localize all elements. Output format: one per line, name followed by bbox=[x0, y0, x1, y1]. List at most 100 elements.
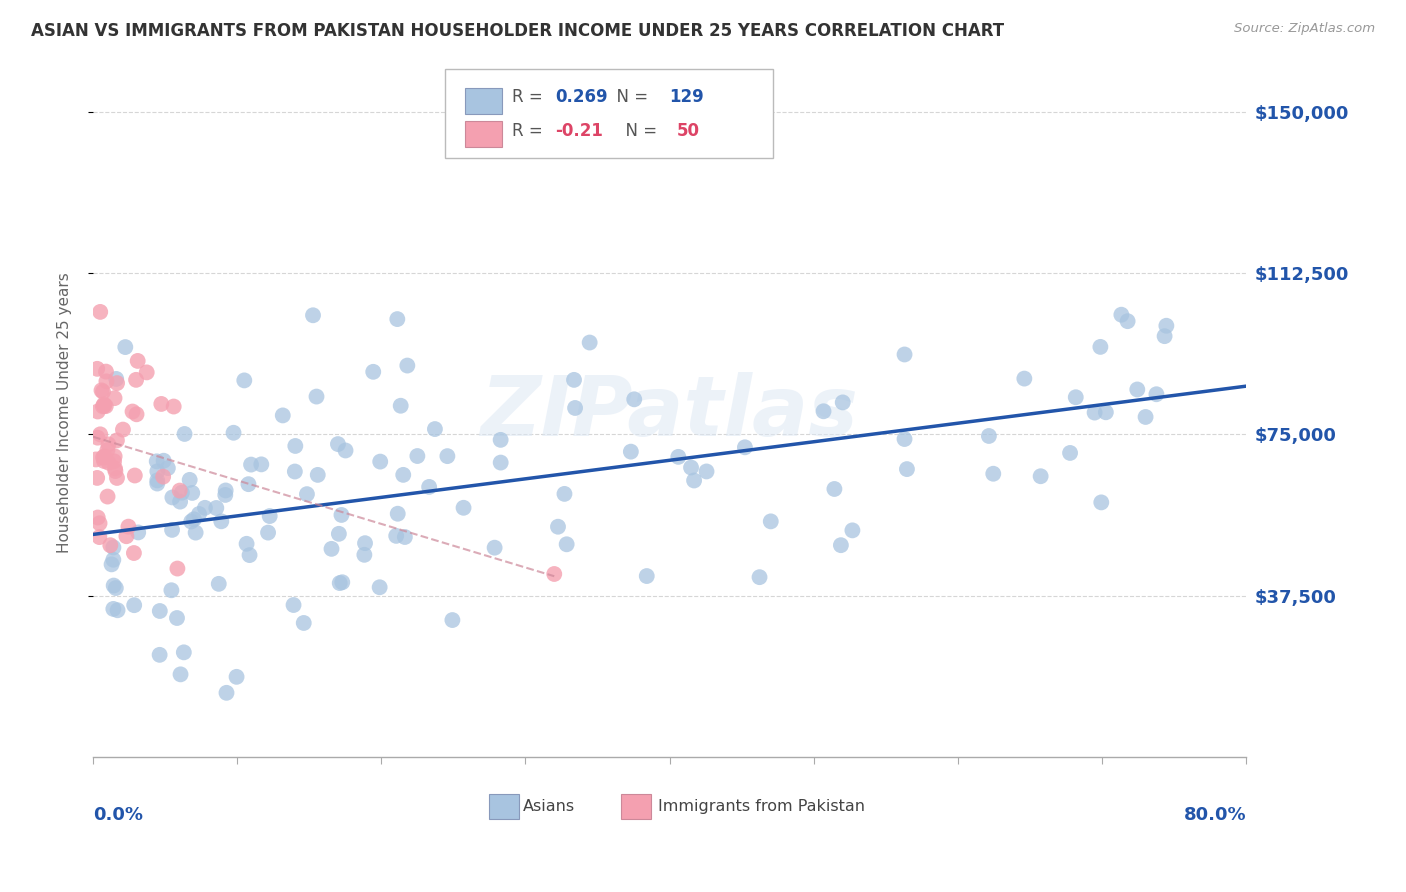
Point bbox=[1014, 371, 1036, 385]
Point bbox=[250, 458, 273, 472]
Point bbox=[96, 375, 118, 389]
Point bbox=[893, 432, 915, 446]
Point bbox=[330, 575, 353, 590]
Point bbox=[115, 529, 138, 543]
Text: Asians: Asians bbox=[523, 799, 575, 814]
Point bbox=[564, 401, 586, 415]
Point bbox=[1153, 329, 1175, 343]
Point bbox=[1156, 318, 1178, 333]
Point bbox=[183, 512, 205, 526]
Point bbox=[97, 490, 120, 504]
Point bbox=[105, 434, 128, 448]
Point bbox=[387, 312, 409, 326]
Point bbox=[683, 474, 706, 488]
Point bbox=[214, 483, 236, 498]
Point bbox=[389, 399, 412, 413]
Point bbox=[257, 525, 280, 540]
Point bbox=[146, 476, 169, 491]
Point bbox=[94, 365, 117, 379]
Point bbox=[91, 400, 114, 414]
Point bbox=[562, 373, 585, 387]
Point bbox=[759, 514, 782, 528]
Point bbox=[124, 468, 146, 483]
Point bbox=[150, 397, 173, 411]
Point bbox=[105, 372, 128, 386]
Point bbox=[149, 648, 172, 662]
Point bbox=[103, 578, 125, 592]
Point bbox=[194, 500, 217, 515]
Point bbox=[238, 548, 260, 562]
Point bbox=[1090, 340, 1112, 354]
Point bbox=[1084, 406, 1107, 420]
Text: 50: 50 bbox=[676, 121, 699, 140]
Point bbox=[981, 467, 1004, 481]
Point bbox=[105, 471, 128, 485]
Point bbox=[484, 541, 506, 555]
Text: N =: N = bbox=[616, 121, 662, 140]
Point bbox=[149, 604, 172, 618]
Point bbox=[135, 365, 157, 379]
Point bbox=[307, 467, 329, 482]
Point bbox=[392, 467, 415, 482]
FancyBboxPatch shape bbox=[621, 794, 651, 819]
Text: -0.21: -0.21 bbox=[555, 121, 603, 140]
Point bbox=[166, 561, 188, 575]
Point bbox=[636, 569, 658, 583]
Point bbox=[283, 598, 305, 612]
Point bbox=[335, 443, 357, 458]
Point bbox=[122, 598, 145, 612]
Point bbox=[169, 483, 191, 498]
Point bbox=[103, 391, 125, 405]
Point bbox=[100, 558, 122, 572]
Text: R =: R = bbox=[512, 121, 547, 140]
Point bbox=[259, 509, 281, 524]
Point bbox=[368, 580, 391, 594]
Point bbox=[94, 399, 117, 413]
Point bbox=[305, 390, 328, 404]
Point bbox=[328, 526, 350, 541]
Point bbox=[97, 437, 120, 451]
Point bbox=[184, 525, 207, 540]
Point bbox=[86, 431, 108, 445]
FancyBboxPatch shape bbox=[465, 121, 502, 147]
Text: ZIPatlas: ZIPatlas bbox=[481, 373, 859, 453]
Point bbox=[173, 645, 195, 659]
Point bbox=[90, 384, 112, 398]
Point bbox=[127, 354, 149, 368]
Point bbox=[813, 404, 835, 418]
Point bbox=[436, 449, 458, 463]
Point bbox=[620, 444, 643, 458]
Point bbox=[418, 480, 440, 494]
Point bbox=[841, 524, 863, 538]
Point bbox=[188, 507, 211, 521]
FancyBboxPatch shape bbox=[465, 88, 502, 114]
Point bbox=[146, 464, 169, 478]
Point bbox=[114, 340, 136, 354]
Point bbox=[831, 395, 853, 409]
Point bbox=[423, 422, 446, 436]
Point bbox=[489, 456, 512, 470]
Point bbox=[748, 570, 770, 584]
Point bbox=[105, 376, 128, 390]
Point bbox=[823, 482, 845, 496]
Point bbox=[173, 426, 195, 441]
Point bbox=[896, 462, 918, 476]
Point bbox=[84, 452, 107, 467]
Point bbox=[1029, 469, 1052, 483]
Point bbox=[623, 392, 645, 407]
Point bbox=[543, 566, 565, 581]
Point bbox=[103, 454, 125, 468]
Point bbox=[361, 365, 384, 379]
Point bbox=[734, 440, 756, 454]
Point bbox=[326, 437, 349, 451]
Point bbox=[117, 519, 139, 533]
Point bbox=[93, 399, 115, 413]
Y-axis label: Householder Income Under 25 years: Householder Income Under 25 years bbox=[58, 273, 72, 553]
Point bbox=[387, 507, 409, 521]
FancyBboxPatch shape bbox=[488, 794, 519, 819]
Point bbox=[284, 439, 307, 453]
FancyBboxPatch shape bbox=[444, 69, 773, 158]
Point bbox=[93, 397, 115, 411]
Point bbox=[98, 538, 121, 552]
Text: 0.0%: 0.0% bbox=[93, 805, 143, 823]
